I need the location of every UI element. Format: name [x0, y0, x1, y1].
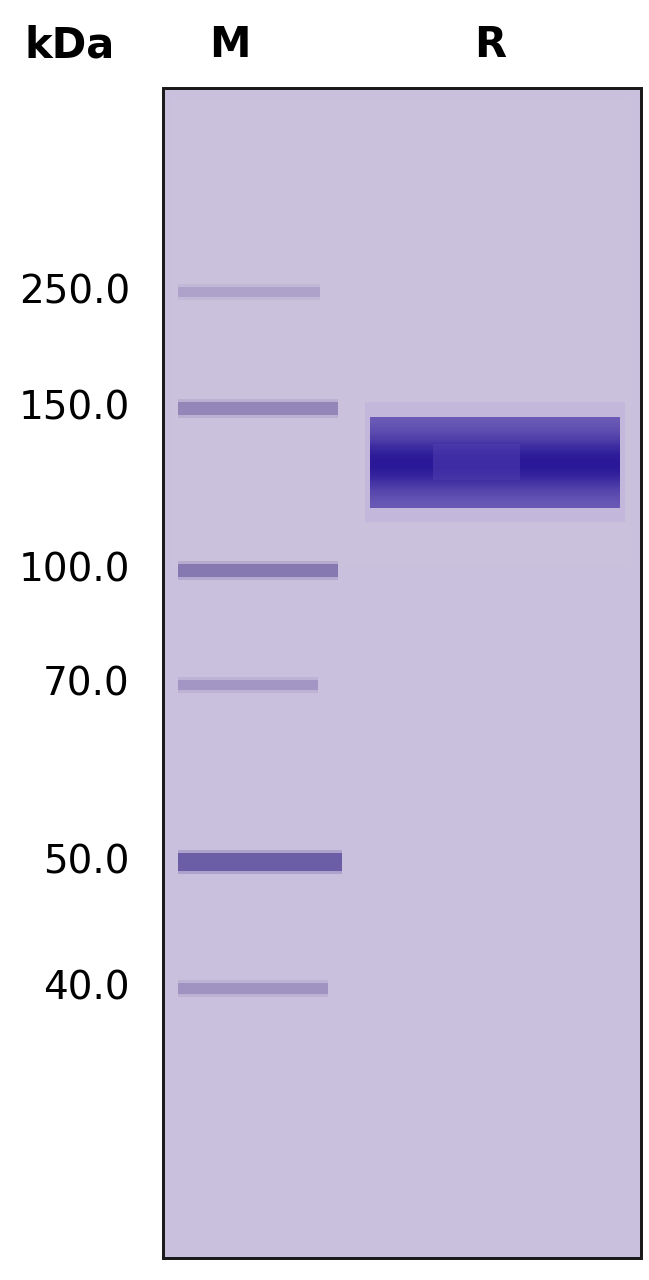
Text: 100.0: 100.0: [19, 550, 130, 589]
Bar: [370, 483, 620, 485]
Bar: [370, 485, 620, 488]
Bar: [370, 503, 620, 506]
Bar: [370, 421, 620, 424]
Bar: [370, 435, 620, 438]
Bar: [178, 677, 318, 680]
Bar: [370, 420, 620, 422]
Bar: [370, 438, 620, 440]
Bar: [370, 489, 620, 492]
Bar: [370, 448, 620, 452]
Bar: [178, 983, 328, 993]
Bar: [365, 402, 625, 522]
Bar: [370, 492, 620, 494]
Bar: [370, 480, 620, 483]
Bar: [370, 474, 620, 476]
Text: 50.0: 50.0: [43, 844, 130, 881]
Bar: [370, 453, 620, 456]
Bar: [370, 426, 620, 429]
Bar: [178, 993, 328, 997]
Bar: [370, 468, 620, 471]
Text: M: M: [209, 24, 251, 67]
Bar: [370, 442, 620, 444]
Bar: [370, 495, 620, 498]
Bar: [178, 979, 328, 983]
Bar: [370, 475, 620, 479]
Text: 250.0: 250.0: [19, 273, 130, 311]
Bar: [178, 852, 342, 870]
Text: kDa: kDa: [25, 24, 115, 67]
Bar: [163, 88, 641, 1258]
Bar: [178, 297, 320, 300]
Bar: [178, 398, 338, 402]
Bar: [370, 456, 620, 458]
Bar: [370, 504, 620, 507]
Bar: [370, 460, 620, 462]
Bar: [370, 471, 620, 474]
Bar: [370, 494, 620, 497]
Bar: [370, 439, 620, 443]
Bar: [178, 680, 318, 690]
Bar: [370, 462, 620, 465]
Bar: [178, 690, 318, 692]
Bar: [178, 561, 338, 563]
Bar: [370, 424, 620, 426]
Bar: [163, 88, 641, 1258]
Bar: [370, 430, 620, 433]
Text: R: R: [474, 24, 506, 67]
Text: 40.0: 40.0: [43, 969, 130, 1007]
Bar: [370, 466, 620, 470]
Text: 70.0: 70.0: [43, 666, 130, 704]
Bar: [178, 287, 320, 297]
Bar: [178, 576, 338, 580]
Bar: [178, 402, 338, 415]
Bar: [370, 457, 620, 461]
Bar: [370, 451, 620, 453]
Bar: [178, 284, 320, 287]
Bar: [370, 465, 620, 467]
Bar: [370, 429, 620, 431]
Bar: [370, 417, 620, 420]
Bar: [173, 99, 631, 566]
Bar: [370, 433, 620, 435]
Bar: [432, 444, 520, 480]
Bar: [370, 444, 620, 447]
Bar: [178, 563, 338, 576]
Bar: [178, 850, 342, 852]
Bar: [178, 870, 342, 874]
Bar: [370, 447, 620, 449]
Bar: [370, 500, 620, 503]
Bar: [178, 415, 338, 417]
Text: 150.0: 150.0: [19, 389, 130, 428]
Bar: [370, 498, 620, 500]
Bar: [370, 477, 620, 480]
Bar: [370, 486, 620, 489]
